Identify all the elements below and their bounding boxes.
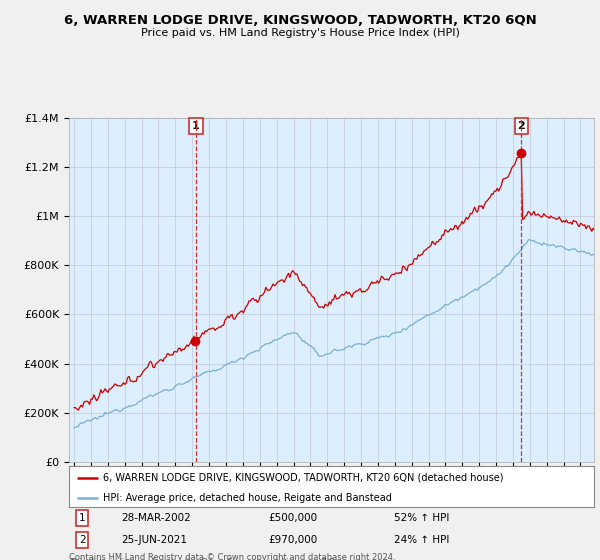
Text: 52% ↑ HPI: 52% ↑ HPI bbox=[395, 512, 450, 522]
Text: Contains HM Land Registry data © Crown copyright and database right 2024.: Contains HM Land Registry data © Crown c… bbox=[69, 553, 395, 560]
Text: Price paid vs. HM Land Registry's House Price Index (HPI): Price paid vs. HM Land Registry's House … bbox=[140, 28, 460, 38]
Text: 24% ↑ HPI: 24% ↑ HPI bbox=[395, 535, 450, 545]
Text: 28-MAR-2002: 28-MAR-2002 bbox=[121, 512, 191, 522]
Text: 1: 1 bbox=[79, 512, 85, 522]
Text: 2: 2 bbox=[517, 121, 525, 131]
Text: £500,000: £500,000 bbox=[269, 512, 317, 522]
Text: This data is licensed under the Open Government Licence v3.0.: This data is licensed under the Open Gov… bbox=[69, 558, 337, 560]
Text: 1: 1 bbox=[192, 121, 200, 131]
Text: 25-JUN-2021: 25-JUN-2021 bbox=[121, 535, 187, 545]
Text: HPI: Average price, detached house, Reigate and Banstead: HPI: Average price, detached house, Reig… bbox=[103, 493, 392, 503]
Text: 6, WARREN LODGE DRIVE, KINGSWOOD, TADWORTH, KT20 6QN: 6, WARREN LODGE DRIVE, KINGSWOOD, TADWOR… bbox=[64, 14, 536, 27]
Text: £970,000: £970,000 bbox=[269, 535, 318, 545]
Text: 2: 2 bbox=[79, 535, 85, 545]
Text: 6, WARREN LODGE DRIVE, KINGSWOOD, TADWORTH, KT20 6QN (detached house): 6, WARREN LODGE DRIVE, KINGSWOOD, TADWOR… bbox=[103, 473, 503, 483]
